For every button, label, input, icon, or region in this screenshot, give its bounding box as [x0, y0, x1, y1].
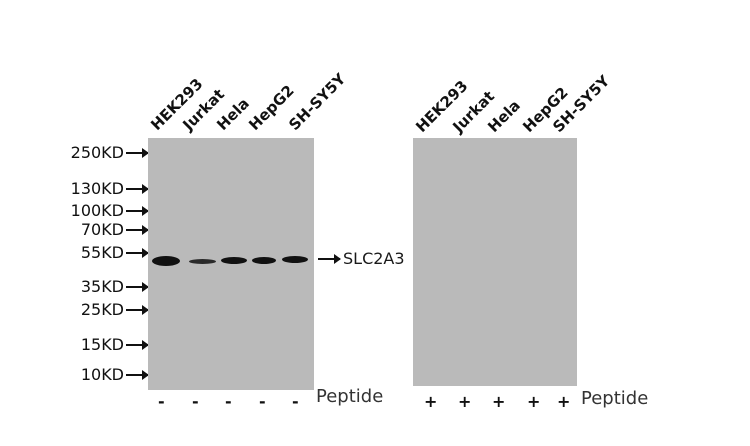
band-hek293 [152, 256, 180, 266]
arrow-icon [126, 369, 149, 380]
blot-panel-without-peptide [148, 138, 314, 390]
marker-55kd: 55KD [80, 243, 149, 262]
marker-label: 70KD [80, 220, 124, 239]
band-hepg2 [252, 257, 276, 264]
marker-label: 10KD [80, 365, 124, 384]
marker-10kd: 10KD [80, 365, 149, 384]
peptide-sign: - [292, 392, 299, 411]
arrow-icon [126, 147, 149, 158]
peptide-sign: - [158, 392, 165, 411]
peptide-sign: + [424, 392, 438, 411]
marker-label: 25KD [80, 300, 124, 319]
band-sh-sy5y [282, 256, 308, 263]
band-hela [221, 257, 247, 264]
arrow-icon [126, 247, 149, 258]
marker-130kd: 130KD [70, 179, 149, 198]
peptide-sign: + [492, 392, 506, 411]
peptide-label-left: Peptide [316, 386, 384, 407]
marker-15kd: 15KD [80, 335, 149, 354]
marker-label: 15KD [80, 335, 124, 354]
lane-label-sh-sy5y: SH-SY5Y [285, 69, 350, 134]
arrow-icon [126, 205, 149, 216]
arrow-icon [126, 281, 149, 292]
arrow-icon [126, 183, 149, 194]
peptide-sign: - [259, 392, 266, 411]
marker-label: 55KD [80, 243, 124, 262]
marker-25kd: 25KD [80, 300, 149, 319]
arrow-icon [126, 224, 149, 235]
peptide-sign: + [557, 392, 571, 411]
peptide-sign: - [192, 392, 199, 411]
target-protein-name: SLC2A3 [343, 249, 405, 268]
marker-label: 100KD [70, 201, 124, 220]
arrow-icon [126, 339, 149, 350]
peptide-sign: + [458, 392, 472, 411]
peptide-label-right: Peptide [581, 388, 649, 409]
arrow-icon [318, 253, 341, 264]
arrow-icon [126, 304, 149, 315]
marker-label: 250KD [70, 143, 124, 162]
target-label: SLC2A3 [318, 249, 405, 268]
blot-panel-with-peptide [413, 138, 577, 386]
marker-35kd: 35KD [80, 277, 149, 296]
peptide-sign: + [527, 392, 541, 411]
marker-70kd: 70KD [80, 220, 149, 239]
peptide-sign: - [225, 392, 232, 411]
marker-250kd: 250KD [70, 143, 149, 162]
marker-label: 130KD [70, 179, 124, 198]
band-jurkat [189, 259, 216, 264]
marker-label: 35KD [80, 277, 124, 296]
marker-100kd: 100KD [70, 201, 149, 220]
